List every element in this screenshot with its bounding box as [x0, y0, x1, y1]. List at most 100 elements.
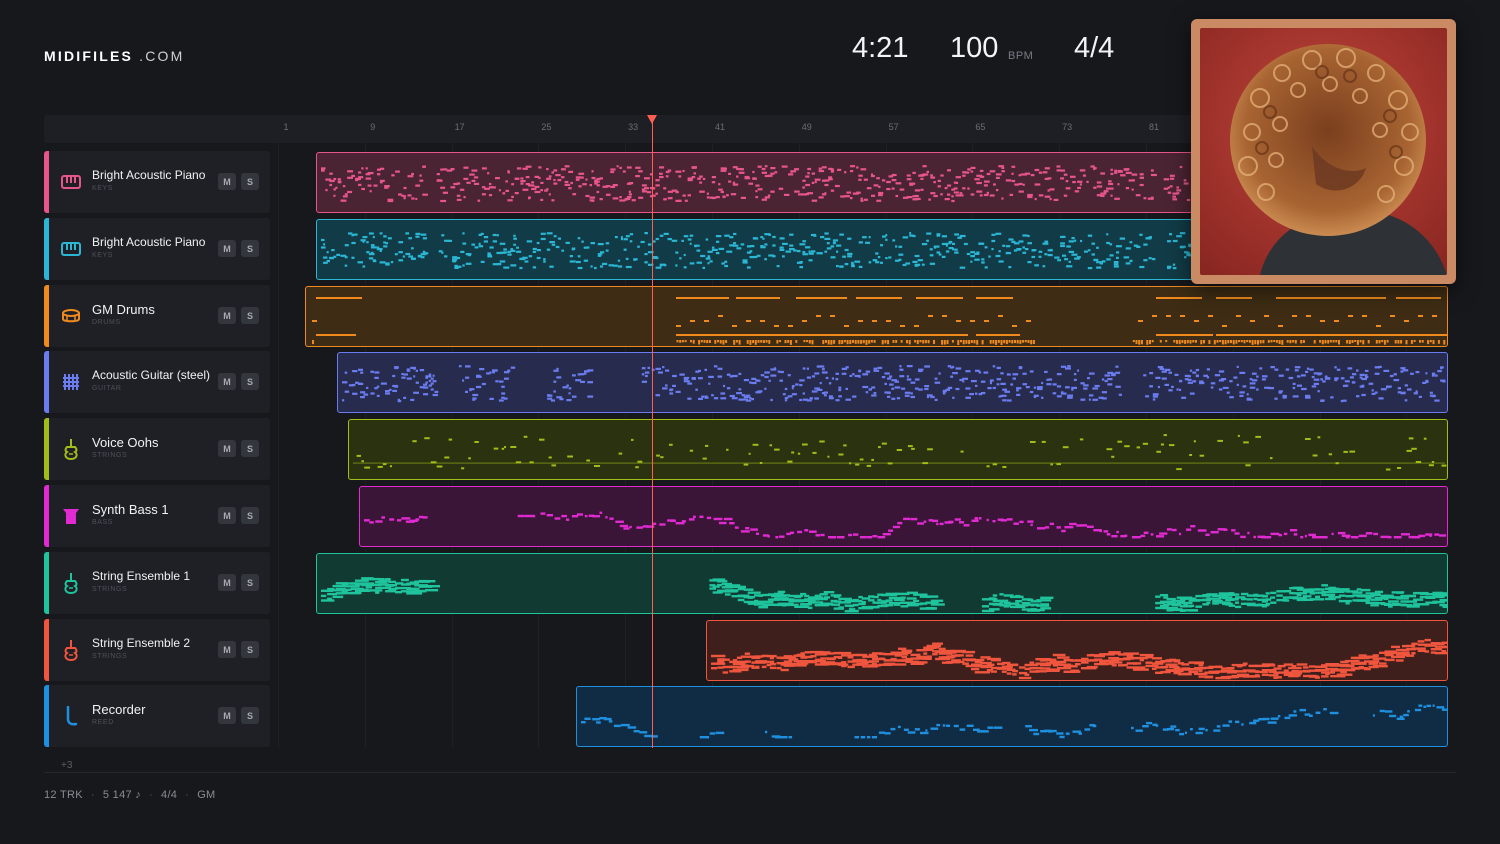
mute-button[interactable]: M — [218, 240, 236, 257]
track-name: GM Drums — [92, 302, 155, 317]
footer-time-signature: 4/4 — [161, 789, 178, 801]
track-header[interactable]: Bright Acoustic Piano KEYS M S — [44, 151, 270, 213]
track-header[interactable]: Synth Bass 1 BASS M S — [44, 485, 270, 547]
ruler-tick-73: 73 — [1062, 122, 1073, 132]
midi-clip[interactable] — [348, 419, 1448, 480]
ruler-tick-25: 25 — [541, 122, 552, 132]
grid-line — [278, 143, 279, 748]
mute-button[interactable]: M — [218, 507, 236, 524]
bass-icon — [60, 504, 82, 528]
track-color-stripe — [44, 485, 49, 547]
note-roll — [321, 165, 1447, 203]
solo-button[interactable]: S — [241, 240, 259, 257]
more-tracks-indicator[interactable]: +3 — [61, 760, 73, 771]
track-name: Bright Acoustic Piano — [92, 168, 206, 182]
track-header[interactable]: Bright Acoustic Piano KEYS M S — [44, 218, 270, 280]
midi-clip[interactable] — [576, 686, 1448, 747]
reed-icon — [60, 704, 82, 728]
track-name: Recorder — [92, 702, 146, 717]
mute-button[interactable]: M — [218, 173, 236, 190]
track-category: BASS — [92, 519, 114, 526]
track-name: String Ensemble 1 — [92, 569, 191, 583]
time-signature-display: 4/4 — [1074, 32, 1115, 64]
track-header[interactable]: GM Drums DRUMS M S — [44, 285, 270, 347]
track-count: 12 TRK — [44, 789, 83, 801]
midi-standard: GM — [197, 789, 216, 801]
midi-clip[interactable] — [337, 352, 1448, 413]
mute-button[interactable]: M — [218, 707, 236, 724]
note-roll — [353, 434, 1447, 471]
track-name: Bright Acoustic Piano — [92, 235, 206, 249]
track-color-stripe — [44, 351, 49, 413]
track-header[interactable]: Voice Oohs STRINGS M S — [44, 418, 270, 480]
duration-display: 4:21 — [852, 32, 909, 64]
ruler-tick-41: 41 — [714, 122, 726, 132]
album-cover-image — [1200, 28, 1447, 275]
file-summary: 12 TRK · 5 147 ♪ · 4/4 · GM — [44, 789, 216, 801]
track-name: Voice Oohs — [92, 435, 159, 450]
note-roll — [312, 297, 1447, 345]
solo-button[interactable]: S — [241, 307, 259, 324]
solo-button[interactable]: S — [241, 440, 259, 457]
logo-suffix: .COM — [139, 48, 185, 64]
ruler-tick-49: 49 — [801, 122, 812, 132]
note-roll — [321, 577, 1447, 613]
mute-button[interactable]: M — [218, 641, 236, 658]
note-roll — [342, 365, 1446, 403]
solo-button[interactable]: S — [241, 707, 259, 724]
tempo-unit: BPM — [1008, 50, 1034, 62]
solo-button[interactable]: S — [241, 574, 259, 591]
ruler-tick-33: 33 — [628, 122, 639, 132]
track-header[interactable]: String Ensemble 2 STRINGS M S — [44, 619, 270, 681]
track-color-stripe — [44, 151, 49, 213]
track-header[interactable]: Recorder REED M S — [44, 685, 270, 747]
ruler-tick-1: 1 — [283, 122, 289, 132]
midi-clip[interactable] — [305, 286, 1448, 347]
mute-button[interactable]: M — [218, 373, 236, 390]
mute-button[interactable]: M — [218, 440, 236, 457]
playhead[interactable] — [652, 122, 654, 748]
strings-icon — [60, 437, 82, 461]
track-category: KEYS — [92, 185, 114, 192]
midi-clip[interactable] — [706, 620, 1448, 681]
track-color-stripe — [44, 685, 49, 747]
track-category: STRINGS — [92, 653, 128, 660]
track-name: String Ensemble 2 — [92, 636, 191, 650]
strings-icon — [60, 638, 82, 662]
tempo-display: 100 — [950, 32, 999, 64]
album-cover — [1191, 19, 1456, 284]
solo-button[interactable]: S — [241, 641, 259, 658]
track-category: DRUMS — [92, 319, 121, 326]
note-roll — [581, 704, 1447, 739]
track-color-stripe — [44, 418, 49, 480]
solo-button[interactable]: S — [241, 173, 259, 190]
track-category: STRINGS — [92, 452, 128, 459]
track-name: Synth Bass 1 — [92, 502, 169, 517]
note-count: 5 147 ♪ — [102, 789, 142, 801]
logo[interactable]: MIDIFILES .COM — [44, 48, 184, 64]
midi-clip[interactable] — [316, 553, 1448, 614]
keys-icon — [60, 237, 82, 261]
guitar-icon — [60, 370, 82, 394]
solo-button[interactable]: S — [241, 373, 259, 390]
track-header[interactable]: String Ensemble 1 STRINGS M S — [44, 552, 270, 614]
ruler-tick-57: 57 — [888, 122, 899, 132]
ruler-tick-17: 17 — [454, 122, 465, 132]
track-color-stripe — [44, 619, 49, 681]
playhead-handle[interactable] — [647, 115, 658, 124]
track-category: KEYS — [92, 252, 114, 259]
track-category: REED — [92, 719, 114, 726]
track-color-stripe — [44, 285, 49, 347]
track-category: STRINGS — [92, 586, 128, 593]
drum-icon — [60, 304, 82, 328]
solo-button[interactable]: S — [241, 507, 259, 524]
midi-clip[interactable] — [359, 486, 1448, 547]
ruler-tick-65: 65 — [975, 122, 986, 132]
track-category: GUITAR — [92, 385, 122, 392]
track-color-stripe — [44, 218, 49, 280]
track-header[interactable]: Acoustic Guitar (steel) GUITAR M S — [44, 351, 270, 413]
mute-button[interactable]: M — [218, 307, 236, 324]
note-roll — [711, 638, 1447, 680]
mute-button[interactable]: M — [218, 574, 236, 591]
track-color-stripe — [44, 552, 49, 614]
